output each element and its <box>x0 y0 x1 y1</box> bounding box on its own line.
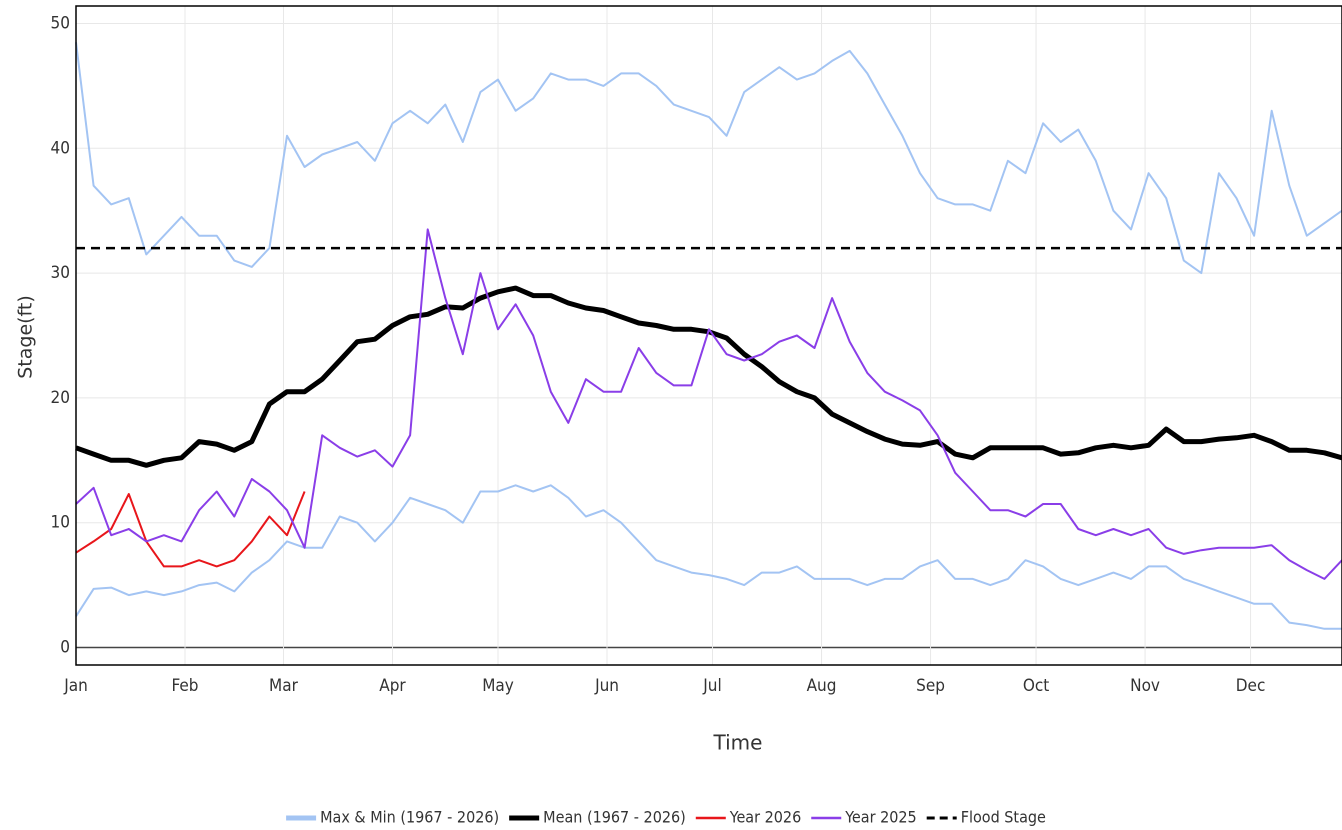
series-line <box>75 285 1342 468</box>
x-tick-label: Feb <box>172 676 199 696</box>
y-tick-label: 30 <box>51 263 70 283</box>
series-line <box>75 484 1342 630</box>
series-line <box>75 42 1342 275</box>
y-axis-label: Stage(ft) <box>15 295 37 379</box>
plot-frame <box>75 5 1342 666</box>
x-tick-label: Dec <box>1236 676 1266 696</box>
y-tick-label: 50 <box>51 13 70 33</box>
legend-label: Year 2025 <box>844 808 916 827</box>
x-tick-label: Nov <box>1130 676 1160 696</box>
legend-label: Max & Min (1967 - 2026) <box>320 808 499 827</box>
x-tick-label: Mar <box>269 676 299 696</box>
x-tick-label: Jun <box>594 676 619 696</box>
x-tick-label: Jul <box>702 676 721 696</box>
series-line <box>75 491 306 568</box>
x-tick-label: Apr <box>379 676 406 696</box>
x-tick-label: May <box>482 676 514 696</box>
x-tick-label: Sep <box>916 676 945 696</box>
series-line <box>75 228 1342 580</box>
y-tick-label: 0 <box>60 638 70 658</box>
legend-label: Mean (1967 - 2026) <box>543 808 686 827</box>
x-tick-label: Aug <box>807 676 837 696</box>
legend-label: Flood Stage <box>961 808 1046 827</box>
x-tick-label: Oct <box>1023 676 1049 696</box>
y-tick-label: 40 <box>51 138 70 158</box>
y-tick-label: 20 <box>51 388 70 408</box>
x-axis-label: Time <box>713 731 763 755</box>
x-tick-label: Jan <box>63 676 88 696</box>
y-tick-label: 10 <box>51 513 70 533</box>
legend-label: Year 2026 <box>729 808 801 827</box>
